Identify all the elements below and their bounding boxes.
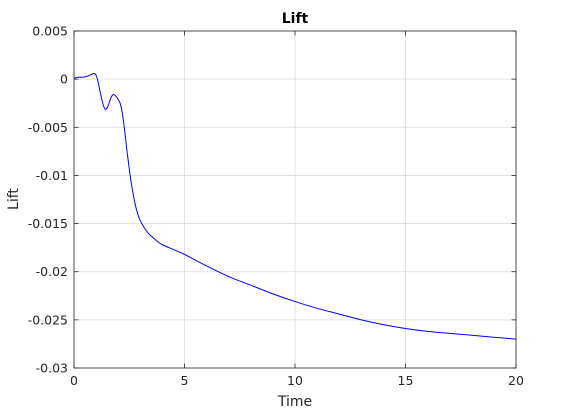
y-tick-label: -0.03 bbox=[36, 361, 68, 376]
x-tick-label: 10 bbox=[287, 373, 303, 388]
x-tick-label: 5 bbox=[181, 373, 189, 388]
y-tick-label: 0.005 bbox=[32, 24, 68, 39]
y-tick-label: -0.02 bbox=[36, 264, 68, 279]
x-tick-label: 0 bbox=[70, 373, 78, 388]
x-tick-labels: 0 5 10 15 20 bbox=[70, 373, 524, 388]
series-line-lift bbox=[73, 72, 517, 340]
ticks bbox=[73, 30, 517, 369]
y-tick-label: -0.025 bbox=[28, 312, 68, 327]
y-tick-label: 0 bbox=[60, 72, 68, 87]
y-tick-labels: 0.005 0 -0.005 -0.01 -0.015 -0.02 -0.025 -0.03 bbox=[28, 24, 68, 376]
y-tick-label: -0.01 bbox=[36, 168, 68, 183]
x-tick-label: 15 bbox=[398, 373, 414, 388]
x-tick-label: 20 bbox=[508, 373, 524, 388]
y-axis-label: Lift bbox=[6, 188, 22, 210]
y-tick-label: -0.005 bbox=[28, 120, 68, 135]
y-tick-label: -0.015 bbox=[28, 216, 68, 231]
x-axis-label: Time bbox=[277, 394, 312, 410]
series-group bbox=[73, 72, 517, 340]
chart-title: Lift bbox=[282, 11, 309, 27]
